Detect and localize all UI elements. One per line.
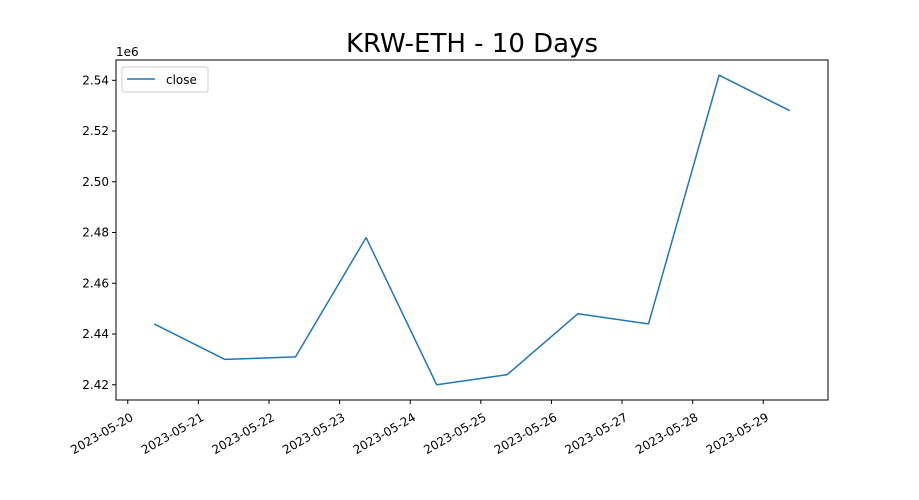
- legend: close: [121, 66, 209, 93]
- x-tick-label: 2023-05-23: [280, 410, 347, 457]
- y-tick-label: 2.44: [82, 327, 109, 341]
- plot-series: [153, 74, 791, 386]
- series-line-close: [153, 74, 791, 386]
- chart-title: KRW-ETH - 10 Days: [346, 29, 598, 59]
- x-tick-label: 2023-05-27: [563, 410, 630, 457]
- legend-box: [121, 66, 209, 93]
- y-tick-label: 2.52: [82, 124, 109, 138]
- y-offset-label: 1e6: [116, 45, 139, 59]
- y-tick-label: 2.54: [82, 73, 109, 87]
- y-tick-label: 2.42: [82, 378, 109, 392]
- y-tick-label: 2.50: [82, 175, 109, 189]
- plot-area-frame: [115, 59, 829, 401]
- x-axis: 2023-05-20 2023-05-21 2023-05-22 2023-05-23…: [68, 400, 771, 457]
- x-tick-label: 2023-05-24: [351, 410, 418, 457]
- x-tick-label: 2023-05-28: [633, 410, 700, 457]
- x-tick-label: 2023-05-21: [139, 410, 206, 457]
- x-tick-label: 2023-05-25: [421, 410, 488, 457]
- x-tick-label: 2023-05-22: [209, 410, 276, 457]
- y-tick-label: 2.48: [82, 226, 109, 240]
- y-axis: 2.42 2.44 2.46 2.48 2.50 2.52 2.54: [82, 73, 116, 392]
- x-tick-label: 2023-05-26: [492, 410, 559, 457]
- x-tick-label: 2023-05-29: [704, 410, 771, 457]
- x-tick-label: 2023-05-20: [68, 410, 135, 457]
- y-tick-label: 2.46: [82, 276, 109, 290]
- legend-label-close: close: [166, 73, 197, 87]
